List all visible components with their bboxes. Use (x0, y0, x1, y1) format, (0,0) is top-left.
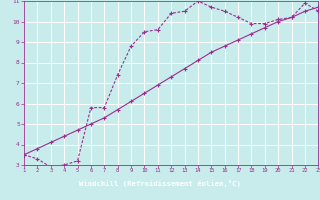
Text: Windchill (Refroidissement éolien,°C): Windchill (Refroidissement éolien,°C) (79, 180, 241, 187)
